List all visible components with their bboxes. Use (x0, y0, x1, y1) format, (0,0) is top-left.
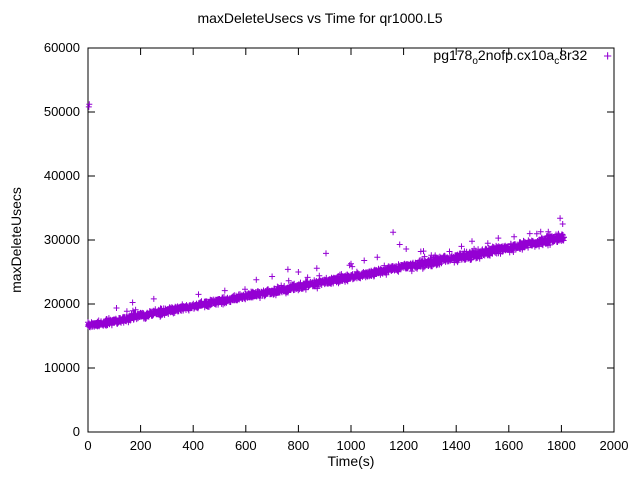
legend-label-sub: c (554, 55, 560, 67)
x-axis-label: Time(s) (327, 453, 375, 469)
legend-label-sub: o (472, 55, 478, 67)
x-tick-label: 1200 (389, 438, 418, 453)
y-tick-label: 30000 (44, 232, 80, 247)
x-tick-label: 600 (235, 438, 257, 453)
y-tick-label: 20000 (44, 296, 80, 311)
y-tick-label: 40000 (44, 168, 80, 183)
legend-marker-icon: + (603, 47, 612, 65)
legend-label-part: 2nofp.cx10a (477, 47, 555, 63)
x-tick-label: 200 (130, 438, 152, 453)
x-tick-label: 400 (182, 438, 204, 453)
y-tick-label: 50000 (44, 104, 80, 119)
y-tick-label: 60000 (44, 40, 80, 55)
y-tick-label: 0 (73, 424, 80, 439)
legend-label-part: 8r32 (559, 47, 588, 63)
x-tick-label: 1800 (547, 438, 576, 453)
x-tick-label: 0 (84, 438, 91, 453)
y-tick-label: 10000 (44, 360, 80, 375)
x-tick-label: 2000 (600, 438, 629, 453)
x-tick-label: 1400 (442, 438, 471, 453)
legend-label-part: pg178 (433, 47, 473, 63)
legend: pg178o2nofp.cx10ac8r32 + (433, 47, 612, 67)
scatter-points (85, 101, 567, 331)
y-axis-label: maxDeleteUsecs (8, 187, 24, 293)
x-tick-label: 1600 (494, 438, 523, 453)
legend-label: pg178o2nofp.cx10ac8r32 (433, 47, 587, 67)
x-tick-label: 1000 (337, 438, 366, 453)
x-tick-label: 800 (288, 438, 310, 453)
chart-title: maxDeleteUsecs vs Time for qr1000.L5 (197, 10, 443, 26)
